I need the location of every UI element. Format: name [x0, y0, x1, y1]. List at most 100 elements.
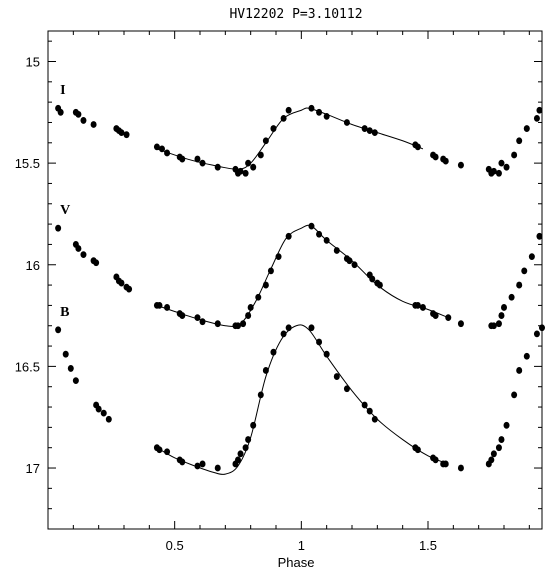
point-b [343, 385, 350, 393]
point-i [414, 143, 421, 151]
point-v [508, 293, 515, 301]
point-v [414, 302, 421, 309]
point-i [457, 161, 464, 169]
point-b [533, 330, 540, 338]
x-axis: 0.5 1 1.5 [72, 31, 530, 553]
point-v [247, 304, 254, 311]
point-v [536, 232, 543, 240]
point-b [262, 367, 269, 374]
point-v [75, 245, 82, 252]
point-i [123, 131, 130, 139]
y-tick-label: 15.5 [15, 156, 40, 171]
point-b [72, 377, 79, 385]
point-b [511, 391, 518, 399]
point-i [80, 117, 87, 124]
point-i [442, 157, 449, 165]
point-v [240, 320, 247, 328]
point-v [262, 281, 269, 289]
point-b [237, 450, 244, 458]
fit-curve-b [156, 324, 449, 475]
point-v [80, 251, 87, 258]
x-tick-label: 1 [298, 538, 305, 553]
point-i [361, 125, 368, 132]
point-i [245, 159, 252, 167]
point-v [126, 285, 133, 293]
point-b [308, 324, 315, 332]
point-v [495, 320, 502, 328]
point-b [280, 330, 287, 338]
point-b [194, 462, 201, 470]
point-i [90, 121, 97, 128]
point-b [199, 460, 206, 468]
point-i [57, 108, 64, 116]
point-b [323, 350, 330, 358]
point-b [516, 367, 523, 374]
point-v [323, 236, 330, 244]
point-i [242, 169, 249, 177]
point-b [245, 436, 252, 443]
point-i [194, 155, 201, 163]
point-v [245, 312, 252, 319]
y-tick-label: 17 [26, 461, 40, 476]
point-b [442, 460, 449, 468]
point-i [270, 125, 277, 132]
point-i [75, 110, 82, 118]
point-i [366, 127, 373, 134]
point-v [164, 304, 171, 311]
point-b [457, 464, 464, 472]
point-v [156, 302, 163, 309]
band-label-v: V [60, 203, 70, 218]
data-points [55, 104, 545, 472]
band-label-b: B [60, 305, 69, 320]
point-b [495, 444, 502, 452]
point-b [270, 348, 277, 356]
x-axis-label: Phase [278, 555, 315, 570]
point-i [159, 145, 165, 153]
point-v [214, 320, 221, 328]
point-i [511, 151, 518, 159]
point-v [445, 314, 452, 322]
plot-frame [47, 30, 543, 530]
point-b [235, 456, 241, 464]
point-v [369, 275, 376, 283]
point-b [371, 415, 378, 423]
point-i [323, 112, 330, 120]
point-v [267, 267, 274, 275]
point-v [285, 232, 292, 240]
point-i [308, 104, 315, 112]
point-i [280, 115, 287, 122]
point-v [521, 267, 528, 275]
point-b [523, 352, 530, 360]
point-i [285, 106, 292, 114]
point-i [164, 149, 171, 157]
point-b [55, 326, 62, 334]
point-b [285, 324, 292, 332]
point-v [55, 224, 62, 232]
point-v [235, 322, 241, 330]
point-i [237, 167, 244, 175]
point-i [495, 169, 502, 177]
point-i [533, 115, 540, 122]
point-i [214, 163, 221, 171]
point-v [432, 312, 439, 319]
y-tick-label: 16 [26, 258, 40, 273]
point-v [194, 314, 201, 322]
point-v [118, 279, 125, 287]
point-b [490, 450, 497, 458]
point-b [105, 415, 112, 423]
point-v [419, 304, 426, 311]
point-b [242, 444, 249, 452]
point-i [199, 159, 206, 167]
point-i [316, 108, 323, 116]
fit-curve-v [156, 224, 449, 327]
point-v [333, 247, 340, 254]
point-b [164, 448, 171, 456]
point-v [501, 304, 507, 311]
point-i [516, 137, 523, 145]
point-i [498, 159, 505, 167]
point-i [432, 153, 439, 161]
point-i [503, 163, 510, 171]
point-i [179, 155, 186, 163]
point-b [503, 421, 510, 429]
point-b [214, 464, 221, 472]
